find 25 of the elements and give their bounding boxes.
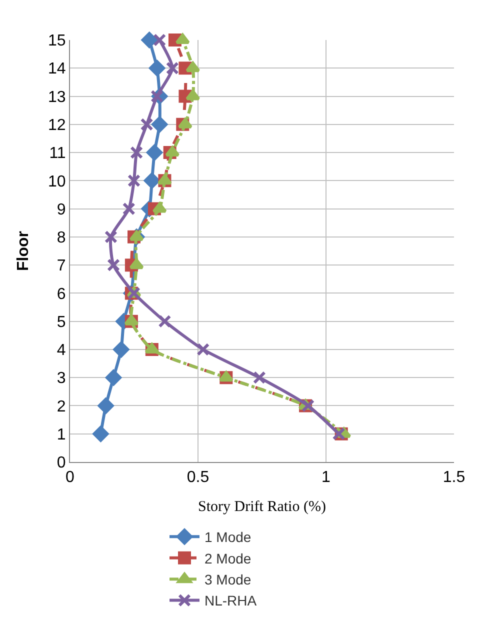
y-tick-label: 14 [48, 60, 66, 78]
y-tick-label: 2 [56, 398, 66, 416]
y-tick-label: 5 [56, 314, 66, 331]
y-tick-label: 9 [56, 201, 66, 218]
legend-label: 2 Mode [204, 550, 252, 566]
y-tick-label: 13 [48, 88, 66, 106]
x-tick-label: 1 [322, 469, 331, 486]
x-axis-title: Story Drift Ratio (%) [198, 499, 326, 516]
y-tick-label: 3 [56, 370, 66, 388]
legend-label: 1 Mode [204, 529, 252, 546]
y-tick-label: 6 [56, 286, 66, 303]
legend-label: NL-RHA [204, 592, 258, 609]
y-tick-label: 1 [56, 426, 66, 444]
y-tick-label: 0 [56, 454, 66, 472]
y-tick-label: 4 [56, 342, 66, 360]
y-tick-label: 15 [48, 32, 66, 50]
y-tick-label: 12 [48, 117, 66, 134]
y-tick-label: 7 [56, 258, 66, 275]
y-tick-label: 8 [56, 230, 66, 247]
x-tick-label: 0.5 [186, 469, 210, 486]
x-tick-label: 1.5 [442, 469, 466, 486]
legend-label: 3 Mode [204, 572, 252, 588]
y-tick-label: 11 [49, 145, 66, 162]
y-tick-label: 10 [48, 173, 66, 190]
y-axis-title: Floor [14, 231, 32, 271]
